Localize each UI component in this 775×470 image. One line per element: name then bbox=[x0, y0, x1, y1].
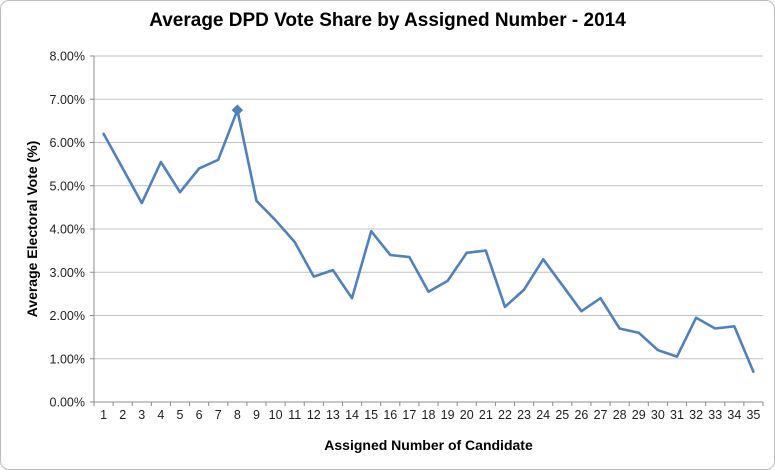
x-tick-label: 18 bbox=[422, 408, 436, 422]
x-tick-label: 29 bbox=[632, 408, 646, 422]
x-tick-label: 28 bbox=[613, 408, 627, 422]
y-axis-title: Average Electoral Vote (%) bbox=[24, 140, 40, 318]
x-tick-label: 33 bbox=[708, 408, 722, 422]
data-series-line bbox=[102, 108, 755, 374]
chart-title: Average DPD Vote Share by Assigned Numbe… bbox=[149, 10, 626, 31]
x-tick-label: 10 bbox=[269, 408, 283, 422]
x-tick-label: 3 bbox=[138, 408, 145, 422]
y-tick-label: 8.00% bbox=[50, 50, 85, 64]
y-tick-label: 7.00% bbox=[50, 93, 85, 107]
x-tick-label: 30 bbox=[651, 408, 665, 422]
x-tick-label: 2 bbox=[119, 408, 126, 422]
x-tick-label: 31 bbox=[670, 408, 684, 422]
x-tick-label: 12 bbox=[307, 408, 321, 422]
x-tick-label: 5 bbox=[177, 408, 184, 422]
x-tick-label: 7 bbox=[215, 408, 222, 422]
y-tick-label: 4.00% bbox=[50, 223, 85, 237]
y-tick-label: 6.00% bbox=[50, 136, 85, 150]
y-tick-label: 1.00% bbox=[50, 352, 85, 366]
y-tick-label: 3.00% bbox=[50, 266, 85, 280]
x-tick-label: 32 bbox=[689, 408, 703, 422]
x-tick-label: 20 bbox=[460, 408, 474, 422]
x-tick-label: 21 bbox=[479, 408, 493, 422]
x-tick-label: 9 bbox=[253, 408, 260, 422]
x-tick-label: 4 bbox=[157, 408, 164, 422]
x-tick-label: 25 bbox=[555, 408, 569, 422]
x-tick-label: 35 bbox=[746, 408, 760, 422]
x-tick-label: 6 bbox=[196, 408, 203, 422]
x-tick-label: 11 bbox=[288, 408, 301, 422]
x-tick-label: 26 bbox=[574, 408, 588, 422]
x-axis-title: Assigned Number of Candidate bbox=[324, 437, 533, 453]
x-tick-label: 15 bbox=[364, 408, 378, 422]
x-tick-label: 19 bbox=[441, 408, 455, 422]
x-tick-label: 16 bbox=[383, 408, 397, 422]
x-tick-label: 23 bbox=[517, 408, 531, 422]
x-tick-label: 14 bbox=[345, 408, 359, 422]
y-tick-label: 5.00% bbox=[50, 179, 85, 193]
x-tick-label: 8 bbox=[234, 408, 241, 422]
x-tick-label: 27 bbox=[594, 408, 608, 422]
x-tick-label: 1 bbox=[100, 408, 107, 422]
peak-marker-diamond bbox=[231, 104, 244, 116]
x-tick-label: 22 bbox=[498, 408, 512, 422]
x-tick-label: 17 bbox=[402, 408, 416, 422]
x-tick-label: 24 bbox=[536, 408, 550, 422]
x-tick-label: 34 bbox=[727, 408, 741, 422]
x-tick-label: 13 bbox=[326, 408, 340, 422]
y-tick-label: 0.00% bbox=[50, 396, 85, 410]
y-tick-label: 2.00% bbox=[50, 309, 85, 323]
